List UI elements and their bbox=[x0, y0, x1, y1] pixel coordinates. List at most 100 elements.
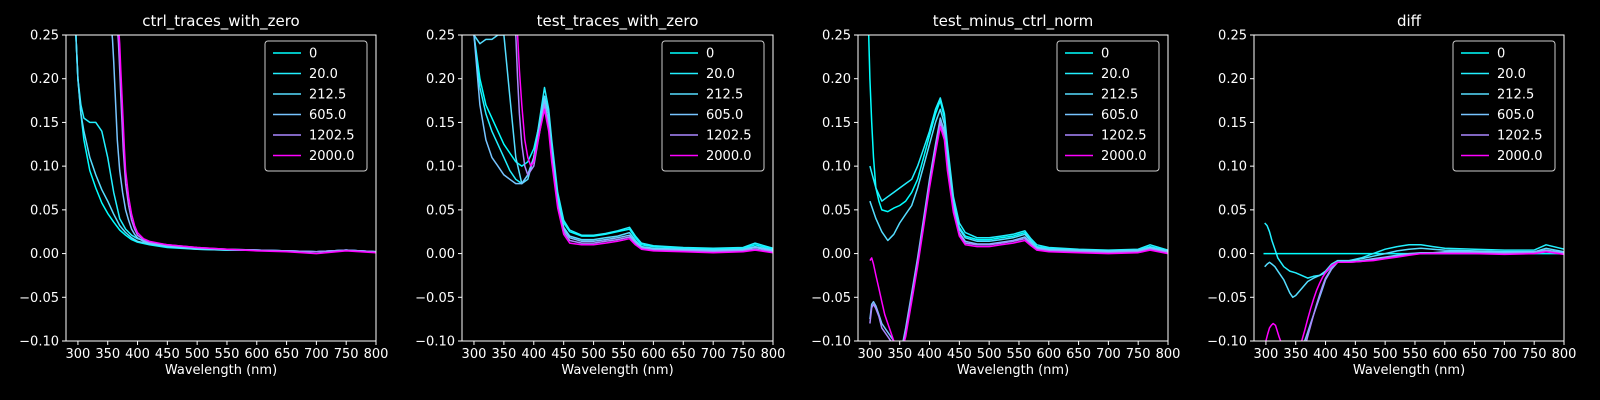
y-tick-label: 0.05 bbox=[822, 203, 851, 218]
chart-panel-1: 300 350 400 450 500 550 600 650 700 750 800 −0.10 −0… bbox=[19, 12, 388, 378]
legend-label: 605.0 bbox=[706, 108, 743, 123]
y-tick-label: 0.25 bbox=[1218, 29, 1247, 44]
legend-label: 0 bbox=[1497, 47, 1505, 62]
series-line-5 bbox=[869, 121, 1168, 341]
legend-label: 212.5 bbox=[1497, 88, 1534, 103]
series-line-5 bbox=[515, 35, 773, 253]
legend-label: 2000.0 bbox=[1101, 149, 1147, 164]
series-line-6 bbox=[516, 35, 773, 254]
y-tick-label: 0.00 bbox=[426, 247, 455, 262]
series-lines bbox=[867, 35, 1168, 341]
x-tick-label: 400 bbox=[125, 347, 150, 362]
x-tick-label: 450 bbox=[155, 347, 180, 362]
y-tick-label: 0.05 bbox=[426, 203, 455, 218]
legend-label: 212.5 bbox=[706, 88, 743, 103]
chart-title: test_traces_with_zero bbox=[537, 12, 699, 31]
x-tick-label: 350 bbox=[887, 347, 912, 362]
chart-panel-3: 300 350 400 450 500 550 600 650 700 750 800 −0.10 −0… bbox=[811, 12, 1180, 378]
x-tick-label: 550 bbox=[215, 347, 240, 362]
series-line-4 bbox=[869, 117, 1168, 341]
x-tick-label: 400 bbox=[521, 347, 546, 362]
y-tick-label: 0.20 bbox=[1218, 72, 1247, 87]
series-lines bbox=[1263, 222, 1564, 341]
legend-label: 0 bbox=[309, 47, 317, 62]
y-tick-label: 0.00 bbox=[822, 247, 851, 262]
x-tick-label: 400 bbox=[917, 347, 942, 362]
x-axis-label: Wavelength (nm) bbox=[561, 363, 673, 378]
x-tick-label: 350 bbox=[95, 347, 120, 362]
x-tick-label: 550 bbox=[611, 347, 636, 362]
y-tick-label: 0.05 bbox=[30, 203, 59, 218]
legend-label: 1202.5 bbox=[309, 129, 355, 144]
series-lines bbox=[75, 35, 376, 255]
y-tick-label: −0.05 bbox=[415, 291, 455, 306]
legend-label: 605.0 bbox=[309, 108, 346, 123]
x-tick-label: 600 bbox=[1036, 347, 1061, 362]
x-tick-label: 350 bbox=[1283, 347, 1308, 362]
legend-label: 1202.5 bbox=[1497, 129, 1543, 144]
y-tick-label: −0.10 bbox=[811, 335, 851, 350]
x-tick-label: 600 bbox=[244, 347, 269, 362]
legend: 0 20.0 212.5 605.0 1202.5 2000.0 bbox=[264, 40, 368, 172]
series-line-6 bbox=[869, 126, 1168, 341]
x-tick-label: 800 bbox=[761, 347, 786, 362]
y-tick-label: 0.20 bbox=[426, 72, 455, 87]
x-tick-label: 650 bbox=[1066, 347, 1091, 362]
y-tick-label: −0.10 bbox=[415, 335, 455, 350]
x-tick-label: 450 bbox=[947, 347, 972, 362]
series-line-6 bbox=[1265, 251, 1564, 341]
y-tick-label: 0.15 bbox=[1218, 116, 1247, 131]
axes-frame bbox=[857, 34, 1169, 342]
x-tick-label: 700 bbox=[701, 347, 726, 362]
legend-label: 2000.0 bbox=[309, 149, 355, 164]
y-tick-label: 0.15 bbox=[426, 116, 455, 131]
x-tick-label: 400 bbox=[1313, 347, 1338, 362]
y-tick-label: 0.10 bbox=[30, 160, 59, 175]
legend-label: 2000.0 bbox=[1497, 149, 1543, 164]
legend: 0 20.0 212.5 605.0 1202.5 2000.0 bbox=[661, 40, 765, 172]
axes-frame bbox=[1253, 34, 1565, 342]
x-tick-label: 450 bbox=[551, 347, 576, 362]
chart-title: ctrl_traces_with_zero bbox=[142, 12, 299, 31]
y-tick-label: 0.10 bbox=[426, 160, 455, 175]
y-tick-label: 0.25 bbox=[822, 29, 851, 44]
chart-panel-4: 300 350 400 450 500 550 600 650 700 750 800 −0.10 −0… bbox=[1207, 12, 1576, 378]
x-tick-label: 300 bbox=[1254, 347, 1279, 362]
legend-label: 20.0 bbox=[309, 67, 338, 82]
x-tick-label: 600 bbox=[1432, 347, 1457, 362]
y-tick-label: −0.10 bbox=[19, 335, 59, 350]
series-line-6 bbox=[118, 35, 376, 255]
x-tick-label: 650 bbox=[1462, 347, 1487, 362]
legend-label: 212.5 bbox=[309, 88, 346, 103]
legend-label: 212.5 bbox=[1101, 88, 1138, 103]
x-tick-label: 650 bbox=[671, 347, 696, 362]
y-tick-label: 0.20 bbox=[822, 72, 851, 87]
series-line-3 bbox=[1264, 247, 1564, 299]
x-tick-label: 700 bbox=[1096, 347, 1121, 362]
legend: 0 20.0 212.5 605.0 1202.5 2000.0 bbox=[1056, 40, 1160, 172]
x-tick-label: 300 bbox=[66, 347, 91, 362]
x-tick-label: 750 bbox=[334, 347, 359, 362]
x-tick-label: 800 bbox=[1156, 347, 1181, 362]
x-tick-label: 700 bbox=[1492, 347, 1517, 362]
legend-label: 20.0 bbox=[706, 67, 735, 82]
x-tick-label: 550 bbox=[1007, 347, 1032, 362]
y-tick-label: 0.15 bbox=[30, 116, 59, 131]
legend-label: 1202.5 bbox=[706, 129, 752, 144]
x-tick-label: 300 bbox=[858, 347, 883, 362]
legend-label: 2000.0 bbox=[706, 149, 752, 164]
y-tick-label: 0.00 bbox=[1218, 247, 1247, 262]
legend-label: 0 bbox=[706, 47, 714, 62]
y-tick-label: 0.10 bbox=[1218, 160, 1247, 175]
legend-label: 20.0 bbox=[1101, 67, 1130, 82]
legend-label: 20.0 bbox=[1497, 67, 1526, 82]
x-axis-label: Wavelength (nm) bbox=[1353, 363, 1465, 378]
x-tick-label: 500 bbox=[185, 347, 210, 362]
chart-title: test_minus_ctrl_norm bbox=[933, 12, 1094, 31]
y-tick-label: −0.05 bbox=[1207, 291, 1247, 306]
series-line-2 bbox=[473, 35, 773, 250]
legend-label: 605.0 bbox=[1497, 108, 1534, 123]
y-tick-label: −0.05 bbox=[811, 291, 851, 306]
y-tick-label: 0.25 bbox=[30, 29, 59, 44]
